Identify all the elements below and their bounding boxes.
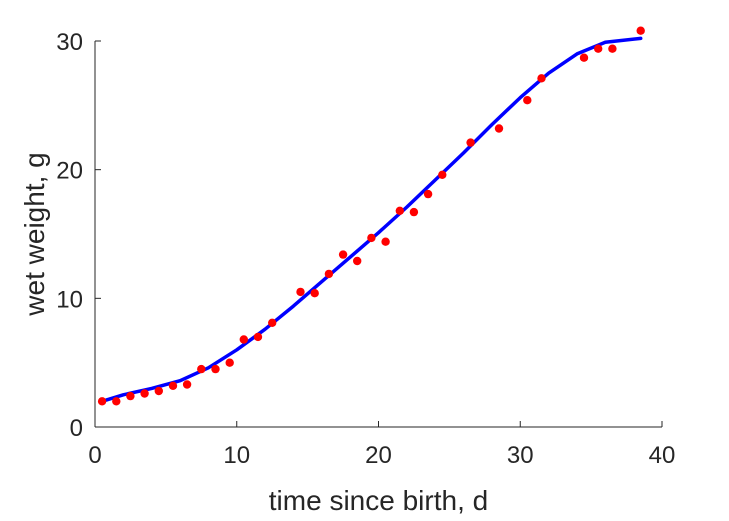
data-point bbox=[438, 170, 447, 179]
data-point bbox=[381, 237, 390, 246]
data-point bbox=[537, 74, 546, 83]
y-axis-label: wet weight, g bbox=[19, 152, 50, 316]
data-point bbox=[636, 26, 645, 35]
data-point bbox=[324, 269, 334, 279]
data-point bbox=[239, 335, 248, 344]
y-tick-label: 20 bbox=[56, 158, 83, 185]
data-point bbox=[211, 364, 220, 374]
y-tick-label: 30 bbox=[56, 29, 83, 56]
data-point bbox=[395, 206, 404, 215]
data-point bbox=[140, 389, 149, 398]
data-point bbox=[154, 386, 163, 396]
x-tick-label: 10 bbox=[223, 442, 250, 469]
fit-curve bbox=[100, 36, 643, 404]
data-point bbox=[594, 44, 603, 53]
data-point bbox=[126, 391, 135, 401]
data-point bbox=[338, 250, 348, 259]
data-point bbox=[97, 397, 107, 406]
data-point bbox=[168, 381, 178, 390]
x-tick-label: 20 bbox=[365, 442, 392, 469]
data-point bbox=[197, 364, 206, 374]
data-point bbox=[182, 380, 192, 389]
data-point bbox=[253, 332, 263, 342]
x-axis-label: time since birth, d bbox=[269, 485, 488, 516]
y-tick-label: 0 bbox=[70, 415, 83, 442]
data-point bbox=[608, 44, 617, 53]
data-point bbox=[579, 53, 589, 62]
data-point bbox=[268, 318, 277, 327]
axes: 0 10 20 30 40 0 10 20 30 bbox=[56, 29, 675, 469]
data-point bbox=[112, 397, 121, 406]
x-tick-label: 30 bbox=[507, 442, 534, 469]
x-tick-label: 0 bbox=[88, 442, 101, 469]
data-point bbox=[367, 233, 376, 243]
data-point bbox=[494, 124, 504, 133]
data-point bbox=[310, 289, 319, 298]
data-point bbox=[225, 358, 234, 367]
data-point bbox=[423, 189, 433, 199]
data-point bbox=[353, 256, 362, 266]
data-point bbox=[523, 96, 532, 105]
y-tick-label: 10 bbox=[56, 286, 83, 313]
data-point bbox=[296, 287, 305, 297]
data-point bbox=[466, 138, 475, 147]
chart-marks bbox=[97, 26, 645, 406]
data-point bbox=[409, 207, 419, 217]
x-tick-label: 40 bbox=[649, 442, 676, 469]
